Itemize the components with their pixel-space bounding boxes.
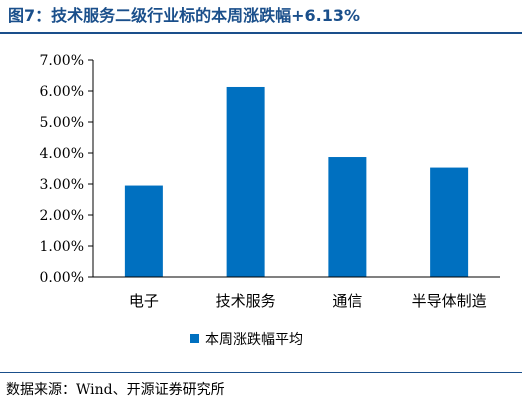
legend-label: 本周涨跌幅平均 — [205, 332, 303, 348]
x-tick-label: 电子 — [129, 292, 159, 310]
figure-title: 图7：技术服务二级行业标的本周涨跌幅+6.13% — [8, 6, 361, 25]
x-tick-label: 半导体制造 — [412, 292, 487, 310]
y-tick-label: 0.00% — [40, 270, 84, 286]
y-axis-ticks: 0.00% 1.00% 2.00% 3.00% 4.00% 5.00% 6.00% 7.00% — [40, 53, 93, 286]
y-tick-label: 5.00% — [40, 115, 84, 131]
title-divider — [0, 32, 522, 34]
bar-chart: 0.00% 1.00% 2.00% 3.00% 4.00% 5.00% 6.00% 7.00%… — [40, 53, 500, 348]
source-note: 数据来源：Wind、开源证券研究所 — [6, 382, 225, 398]
x-tick-label: 技术服务 — [216, 292, 276, 310]
legend: 本周涨跌幅平均 — [190, 332, 303, 348]
y-tick-label: 2.00% — [40, 208, 84, 224]
bar — [430, 167, 469, 277]
bar — [124, 185, 163, 277]
legend-swatch — [190, 334, 199, 343]
bar — [328, 157, 367, 277]
source-divider — [0, 372, 522, 373]
x-axis-labels: 电子 技术服务 通信 半导体制造 — [129, 292, 487, 310]
y-tick-label: 3.00% — [40, 177, 84, 193]
bar-series — [124, 86, 469, 277]
bar — [226, 86, 265, 277]
y-tick-label: 6.00% — [40, 84, 84, 100]
y-tick-label: 7.00% — [40, 53, 84, 69]
y-tick-label: 4.00% — [40, 146, 84, 162]
y-tick-label: 1.00% — [40, 239, 84, 255]
x-tick-label: 通信 — [332, 292, 362, 310]
